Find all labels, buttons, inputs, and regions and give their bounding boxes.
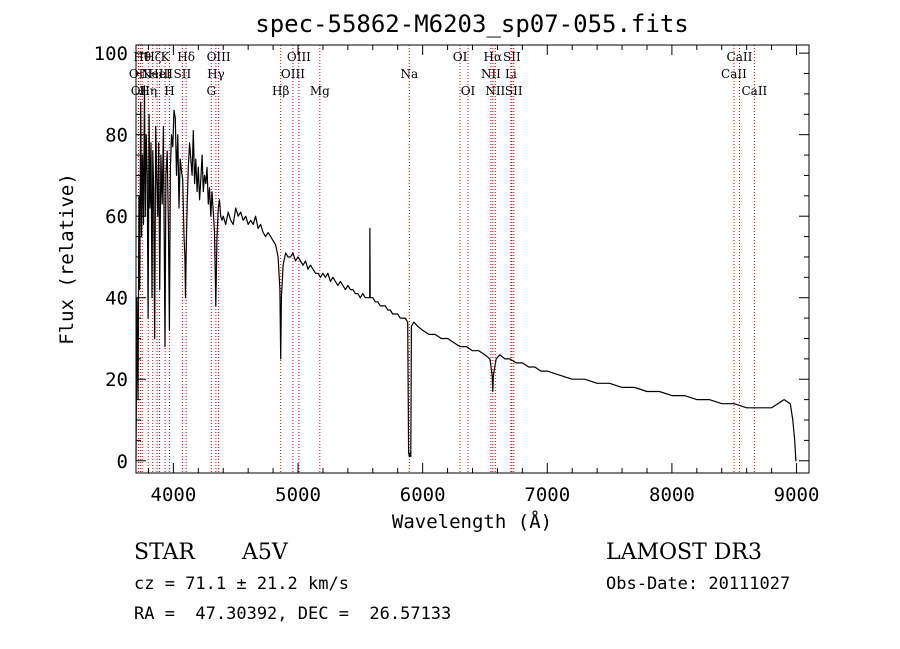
spectral-line-label: OI <box>461 84 476 98</box>
survey-name: LAMOST DR3 <box>606 540 762 565</box>
spectral-line-label: Hη <box>139 84 157 98</box>
y-tick-label: 20 <box>105 369 128 391</box>
x-axis-label: Wavelength (Å) <box>392 510 552 533</box>
y-tick-label: 0 <box>117 451 128 473</box>
plot-area <box>135 85 797 462</box>
observation-date: Obs-Date: 20111027 <box>606 574 791 594</box>
x-tick-label: 5000 <box>275 484 321 506</box>
spectral-line-label: Li <box>505 67 517 81</box>
spectral-line-label: G <box>206 84 216 98</box>
spectral-line-label: SII <box>503 50 521 64</box>
axis-ticks: 4000 5000 6000 7000 8000 9000 0 20 40 60 80 100 <box>94 43 820 506</box>
spectral-line-label: CaII <box>727 50 753 64</box>
spectral-line-label: OIII <box>207 50 231 64</box>
x-tick-label: 9000 <box>774 484 820 506</box>
x-tick-label: 4000 <box>151 484 197 506</box>
y-axis-label: Flux (relative) <box>56 173 78 345</box>
spectral-line-label: Hα <box>484 50 503 64</box>
spectral-line-label: NeIII <box>141 67 173 81</box>
spectral-line-label: Hγ <box>207 67 225 81</box>
spectral-line-label: Hβ <box>272 84 289 98</box>
spectral-line-label: CaII <box>721 67 747 81</box>
spectral-line-label: OIII <box>281 67 305 81</box>
spectral-line-label: K <box>161 50 171 64</box>
spectral-line-label: NII <box>481 67 501 81</box>
spectral-line-label: Mg <box>310 84 330 98</box>
sky-coordinates: RA = 47.30392, DEC = 26.57133 <box>134 604 452 624</box>
plot-frame <box>135 44 810 474</box>
spectral-line-label: NII <box>485 84 505 98</box>
object-class: STAR <box>134 540 195 565</box>
spectral-line-label: SII <box>505 84 523 98</box>
y-tick-label: 80 <box>105 125 128 147</box>
chart-title: spec-55862-M6203_sp07-055.fits <box>255 10 688 38</box>
x-tick-label: 7000 <box>524 484 570 506</box>
spectral-line-label: HeI <box>148 67 171 81</box>
x-tick-label: 8000 <box>649 484 695 506</box>
spectral-line-markers: OIIOIIHθHηHζNeIIIHeIKHSIIHδGHγOIIIHβOIII… <box>129 45 768 473</box>
object-subclass: A5V <box>242 540 288 565</box>
y-tick-label: 100 <box>94 43 128 65</box>
spectral-line-label: OI <box>453 50 468 64</box>
spectral-line-label: SII <box>174 67 192 81</box>
x-tick-label: 6000 <box>400 484 446 506</box>
spectral-line-label: OIII <box>287 50 311 64</box>
spectral-line-label: Na <box>400 67 418 81</box>
redshift-velocity: cz = 71.1 ± 21.2 km/s <box>134 574 349 594</box>
spectral-line-label: CaII <box>741 84 767 98</box>
flux-series-line <box>135 85 797 462</box>
spectral-line-label: H <box>164 84 174 98</box>
spectral-line-label: Hδ <box>177 50 195 64</box>
y-tick-label: 40 <box>105 288 128 310</box>
y-tick-label: 60 <box>105 206 128 228</box>
